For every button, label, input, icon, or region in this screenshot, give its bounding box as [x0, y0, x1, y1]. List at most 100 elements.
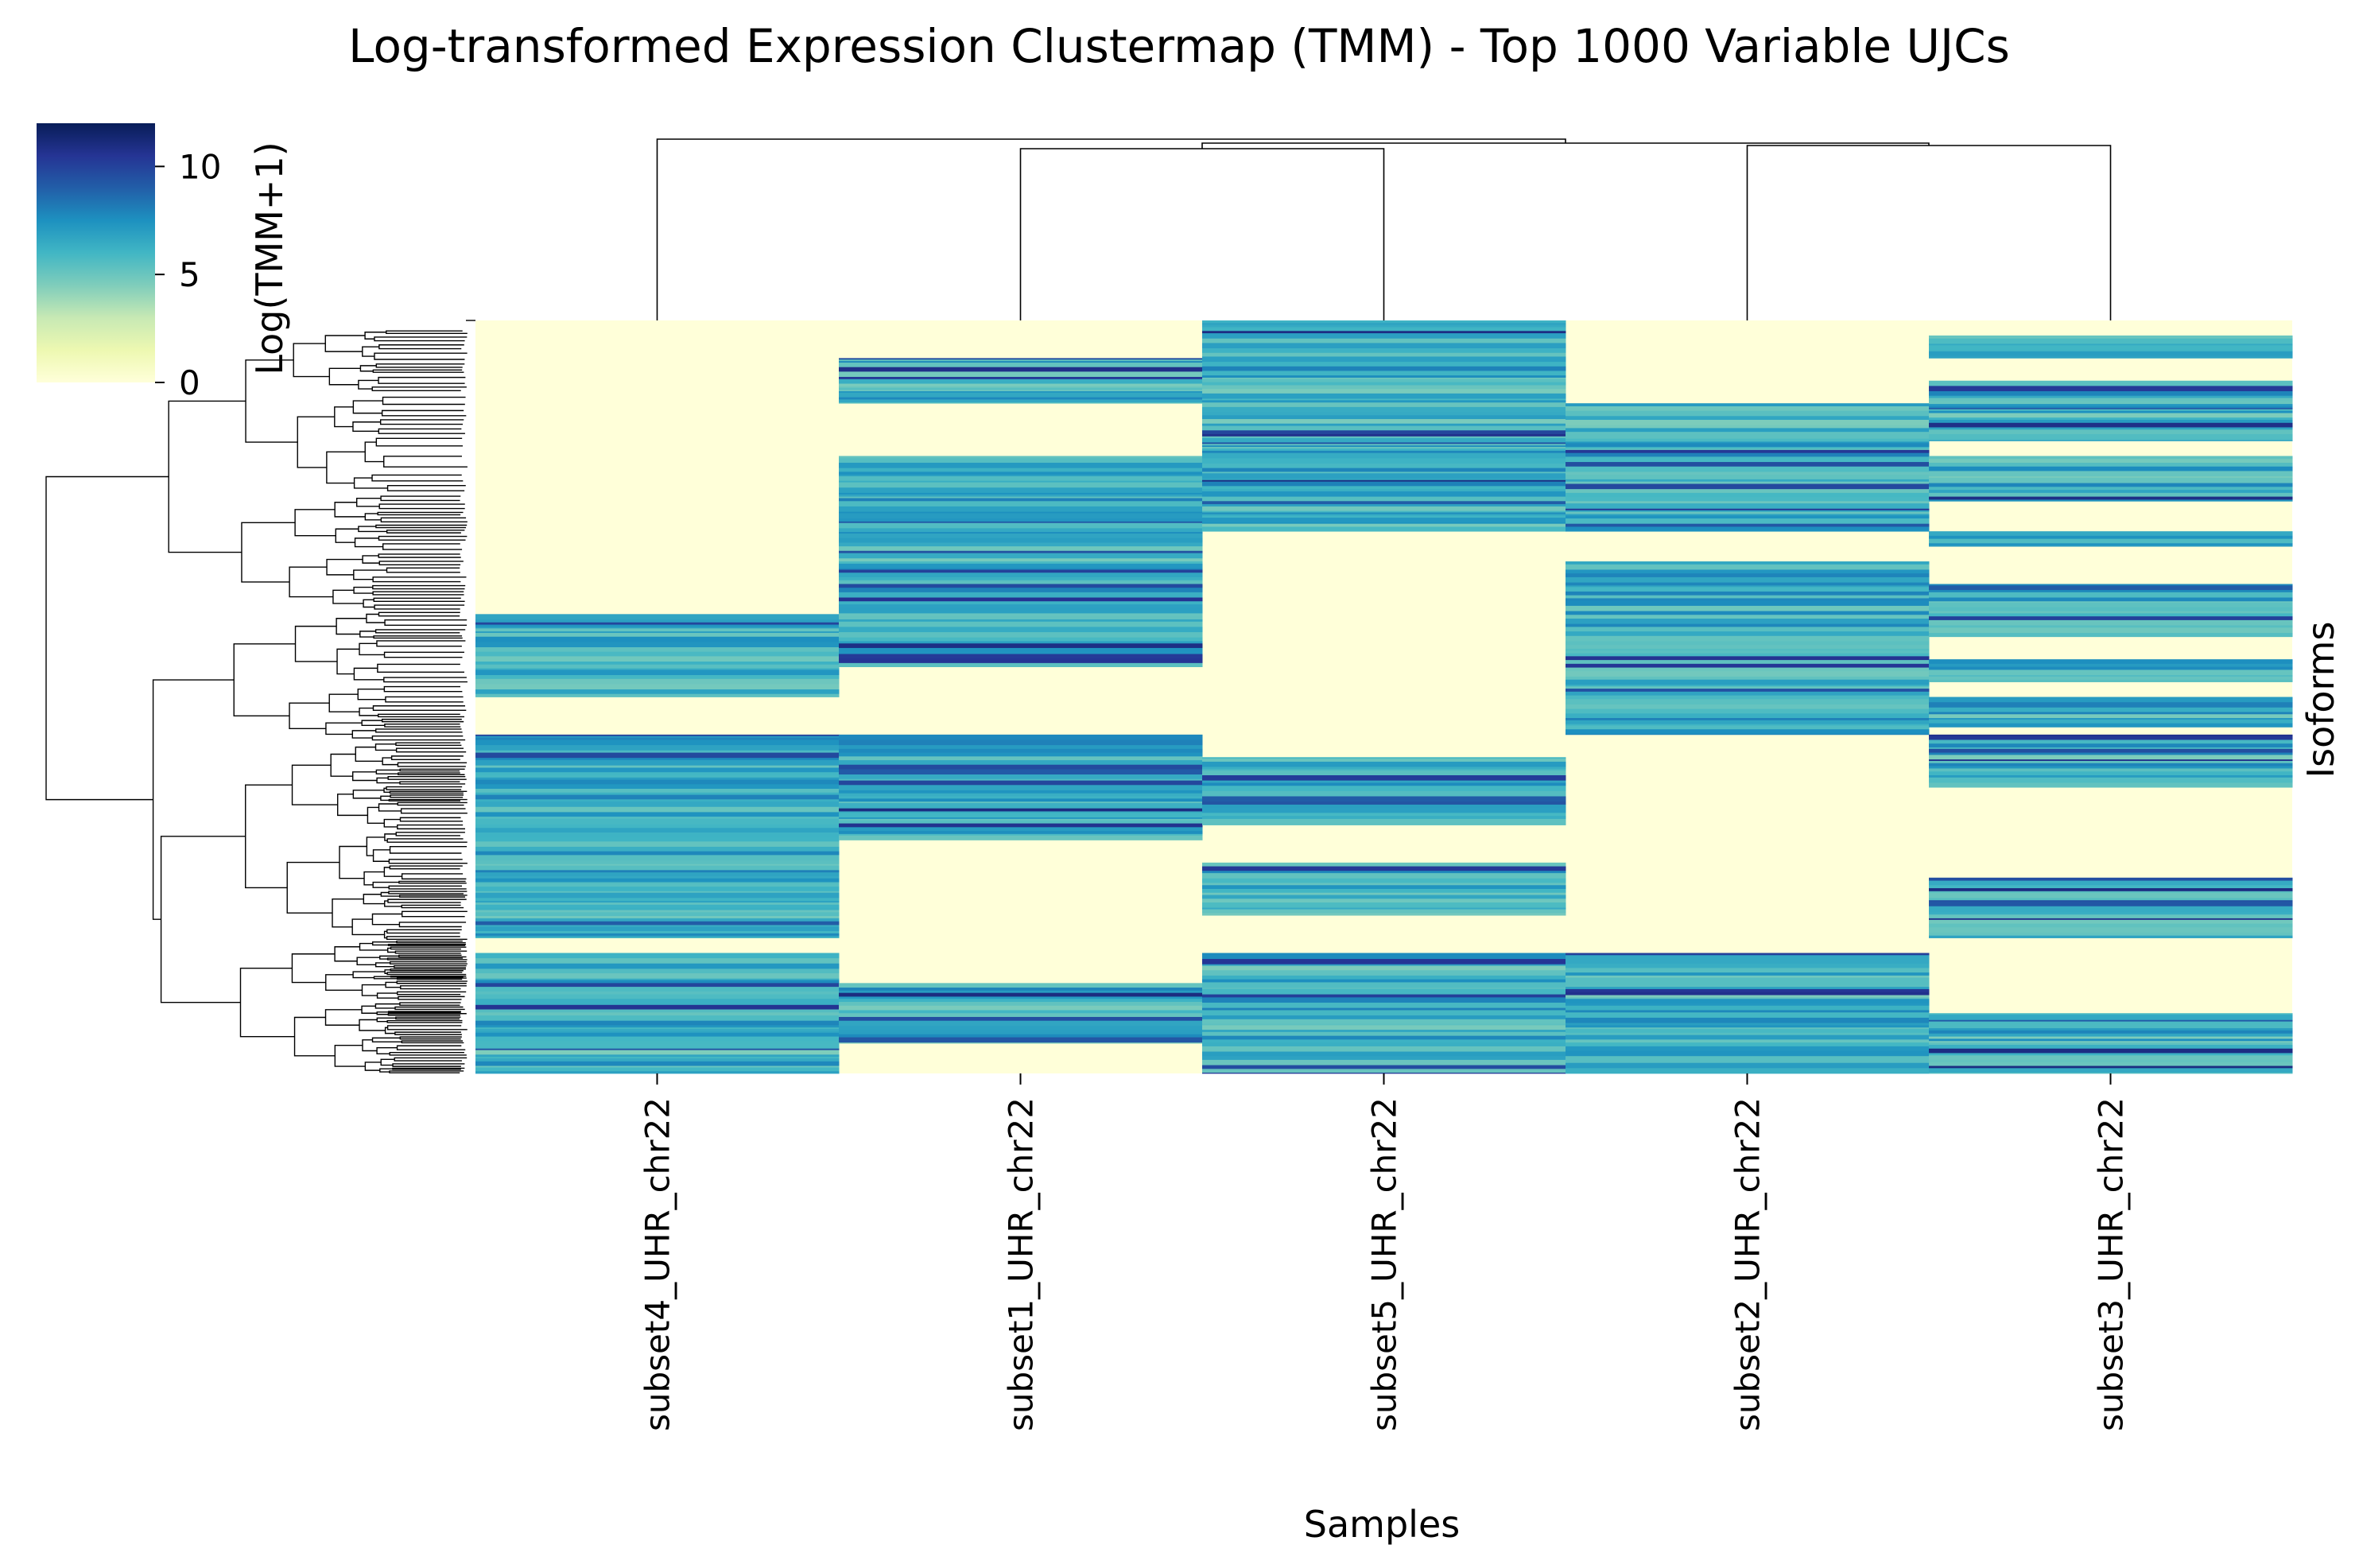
- dendrogram-link: [383, 818, 401, 828]
- heatmap-cell: [1929, 761, 2293, 764]
- heatmap-cell: [1929, 1041, 2293, 1043]
- dendrogram-link: [293, 1016, 336, 1057]
- heatmap-cell: [1566, 526, 1930, 530]
- heatmap-cell: [1929, 604, 2293, 608]
- heatmap-cell: [839, 833, 1203, 836]
- heatmap-cell: [839, 1013, 1203, 1018]
- heatmap-cell: [1566, 725, 1930, 730]
- heatmap-cell: [475, 760, 840, 767]
- heatmap-cell: [1929, 1053, 2293, 1056]
- heatmap-cell: [1566, 645, 1930, 650]
- heatmap-cell: [839, 480, 1203, 483]
- dendrogram-link: [357, 688, 386, 701]
- heatmap-cell: [1929, 675, 2293, 677]
- dendrogram-link: [352, 790, 385, 799]
- heatmap-cell: [1929, 543, 2293, 545]
- dendrogram-link: [363, 871, 385, 886]
- heatmap-cell: [839, 592, 1203, 598]
- dendrogram-link: [378, 503, 465, 510]
- x-tick-label: subset3_UHR_chr22: [2092, 1097, 2131, 1431]
- dendrogram-link: [394, 950, 468, 954]
- heatmap-cell: [475, 631, 840, 634]
- heatmap-cell: [1566, 729, 1930, 735]
- heatmap-cell: [475, 693, 840, 697]
- dendrogram-link: [389, 790, 468, 794]
- heatmap-cell: [1929, 462, 2293, 468]
- dendrogram-link: [399, 1002, 461, 1006]
- heatmap-cell: [839, 553, 1203, 559]
- heatmap-cell: [475, 806, 840, 813]
- heatmap-cell: [839, 472, 1203, 475]
- heatmap-cell: [1566, 1017, 1930, 1023]
- heatmap-cell: [1929, 531, 2293, 537]
- heatmap-cell: [1566, 724, 1930, 726]
- heatmap-cell: [475, 870, 840, 873]
- heatmap-cell: [839, 390, 1203, 392]
- dendrogram-link: [372, 705, 467, 711]
- colorbar-label: Log(TMM+1): [248, 142, 291, 375]
- heatmap-cell: [839, 808, 1203, 812]
- heatmap-cell: [475, 614, 840, 620]
- heatmap-cell: [1566, 410, 1930, 417]
- dendrogram-link: [160, 836, 246, 1003]
- heatmap-cell: [839, 494, 1203, 497]
- x-tick-label: subset4_UHR_chr22: [638, 1097, 677, 1431]
- heatmap-cell: [839, 482, 1203, 488]
- heatmap-cell: [475, 619, 840, 623]
- heatmap-cell: [475, 628, 840, 632]
- heatmap-cell: [839, 361, 1203, 363]
- heatmap-cell: [1566, 441, 1930, 444]
- dendrogram-link: [361, 720, 385, 727]
- heatmap-cell: [1202, 375, 1566, 378]
- dendrogram-link: [353, 667, 384, 681]
- dendrogram-link: [372, 591, 464, 596]
- heatmap-cell: [1929, 1062, 2293, 1066]
- dendrogram-link: [383, 651, 464, 658]
- heatmap-cell: [1202, 445, 1566, 448]
- heatmap-cell: [1566, 980, 1930, 986]
- heatmap-cell: [475, 1015, 840, 1022]
- heatmap-cell: [1929, 747, 2293, 750]
- heatmap-cell: [1202, 468, 1566, 472]
- heatmap-cell: [1566, 1056, 1930, 1061]
- heatmap-cell: [1202, 504, 1566, 507]
- heatmap-cell: [1566, 428, 1930, 433]
- heatmap-cell: [475, 734, 840, 737]
- dendrogram-link: [392, 1067, 465, 1070]
- heatmap-cell: [1202, 1042, 1566, 1047]
- dendrogram-link: [378, 535, 468, 541]
- heatmap-cell: [1929, 459, 2293, 464]
- heatmap-cell: [1929, 1068, 2293, 1073]
- heatmap-cell: [1929, 616, 2293, 621]
- heatmap-cell: [1202, 518, 1566, 523]
- heatmap-cell: [1566, 627, 1930, 632]
- heatmap-cell: [1929, 919, 2293, 924]
- dendrogram-link: [358, 379, 379, 390]
- heatmap-cell: [1202, 472, 1566, 474]
- heatmap-cell: [1929, 590, 2293, 593]
- heatmap-cell: [1929, 659, 2293, 665]
- heatmap-cell: [475, 767, 840, 773]
- dendrogram-link: [362, 1039, 378, 1052]
- heatmap-cell: [475, 627, 840, 629]
- heatmap-cell: [1202, 796, 1566, 802]
- dendrogram-link: [325, 722, 363, 735]
- heatmap-cell: [1929, 932, 2293, 937]
- heatmap-cell: [1929, 718, 2293, 720]
- heatmap-cell: [475, 758, 840, 761]
- heatmap-cell: [475, 926, 840, 932]
- dendrogram-link: [352, 421, 381, 433]
- dendrogram-link: [371, 913, 402, 926]
- heatmap-cell: [839, 748, 1203, 753]
- dendrogram-link: [397, 824, 465, 830]
- heatmap-cell: [1566, 449, 1930, 454]
- heatmap-cell: [1202, 419, 1566, 425]
- dendrogram-link: [399, 817, 464, 822]
- heatmap-cell: [1202, 491, 1566, 497]
- heatmap-cell: [839, 588, 1203, 593]
- dendrogram-link: [294, 625, 338, 662]
- dendrogram-link: [398, 880, 467, 884]
- heatmap-cell: [1929, 907, 2293, 913]
- heatmap-cell: [1566, 679, 1930, 685]
- heatmap-cell: [1566, 671, 1930, 677]
